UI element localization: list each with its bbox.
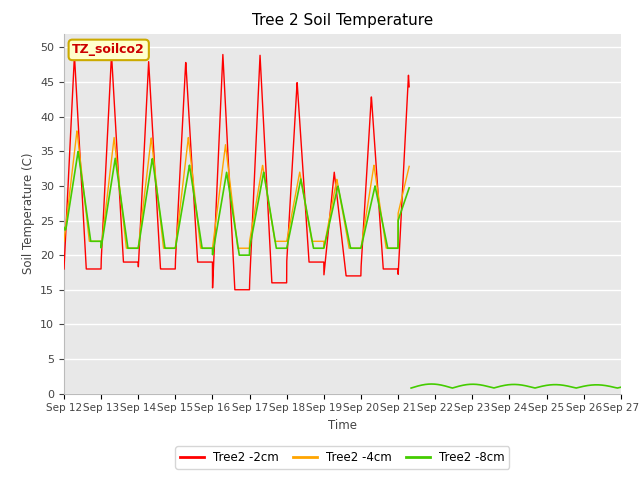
X-axis label: Time: Time [328, 419, 357, 432]
Legend: Tree2 -2cm, Tree2 -4cm, Tree2 -8cm: Tree2 -2cm, Tree2 -4cm, Tree2 -8cm [175, 446, 509, 469]
Y-axis label: Soil Temperature (C): Soil Temperature (C) [22, 153, 35, 275]
Text: TZ_soilco2: TZ_soilco2 [72, 43, 145, 56]
Title: Tree 2 Soil Temperature: Tree 2 Soil Temperature [252, 13, 433, 28]
